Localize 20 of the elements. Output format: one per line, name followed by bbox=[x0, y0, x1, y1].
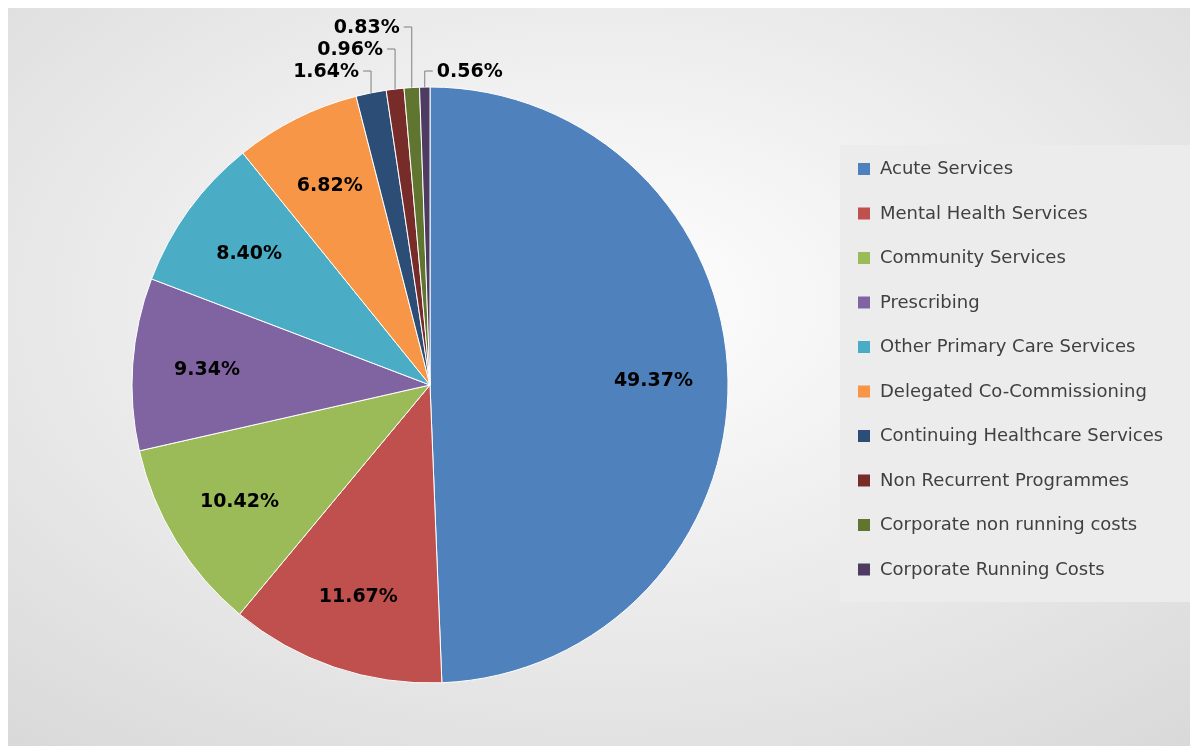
legend-label: Delegated Co-Commissioning bbox=[880, 379, 1147, 401]
data-label: 1.64% bbox=[293, 58, 360, 81]
data-label: 0.96% bbox=[317, 36, 384, 59]
legend-label: Mental Health Services bbox=[880, 201, 1088, 223]
data-label: 8.40% bbox=[216, 241, 283, 264]
legend-label: Non Recurrent Programmes bbox=[880, 468, 1129, 490]
data-label: 49.37% bbox=[613, 368, 694, 391]
data-label: 11.67% bbox=[318, 584, 398, 607]
legend-label: Community Services bbox=[880, 246, 1066, 267]
data-label: 9.34% bbox=[174, 356, 241, 379]
data-label: 0.56% bbox=[436, 58, 503, 81]
data-label: 0.83% bbox=[333, 14, 400, 37]
data-label: 6.82% bbox=[296, 172, 363, 195]
legend-label: Corporate Running Costs bbox=[880, 557, 1105, 579]
legend-label: Corporate non running costs bbox=[880, 513, 1138, 534]
legend-label: Acute Services bbox=[880, 157, 1014, 178]
data-label: 10.42% bbox=[199, 489, 280, 512]
legend-label: Other Primary Care Services bbox=[880, 335, 1136, 356]
legend-label: Prescribing bbox=[880, 290, 980, 312]
legend-label: Continuing Healthcare Services bbox=[880, 424, 1164, 445]
